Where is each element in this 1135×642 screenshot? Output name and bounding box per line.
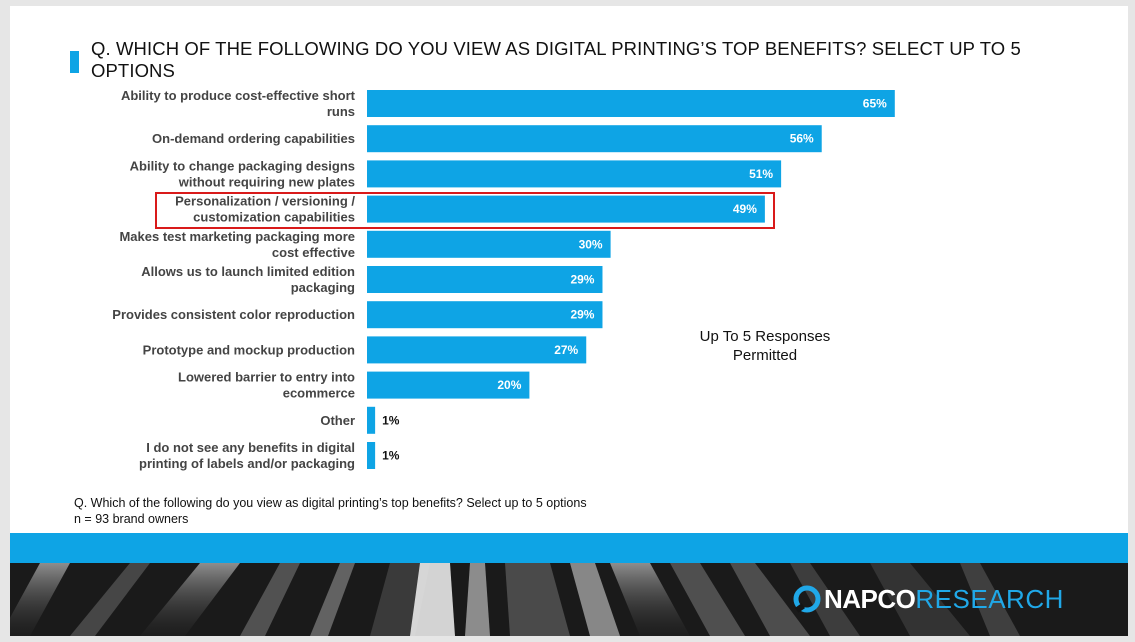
logo-text-research: RESEARCH <box>915 583 1064 614</box>
category-label-0: Ability to produce cost-effective short r… <box>121 88 356 119</box>
category-label-4: Makes test marketing packaging more cost … <box>119 229 355 260</box>
value-label-4: 30% <box>579 237 603 251</box>
value-label-6: 29% <box>570 308 594 322</box>
responses-note-line1: Up To 5 Responses <box>699 328 831 345</box>
bar-3 <box>367 195 765 223</box>
footer-photo <box>10 563 1128 636</box>
category-label-2: Ability to change packaging designs witho… <box>130 158 355 189</box>
title-text: Q. WHICH OF THE FOLLOWING DO YOU VIEW AS… <box>91 38 1021 81</box>
responses-note-line2: Permitted <box>732 347 798 364</box>
category-label-1: On-demand ordering capabilities <box>152 131 355 146</box>
value-label-2: 51% <box>749 167 773 181</box>
value-label-10: 1% <box>382 449 400 463</box>
category-label-5: Allows us to launch limited edition packa… <box>141 264 355 295</box>
bar-8 <box>367 371 530 399</box>
value-label-5: 29% <box>570 273 594 287</box>
category-label-3: Personalization / versioning / customizat… <box>175 194 355 225</box>
category-label-9: Other <box>320 413 355 428</box>
title-marker <box>70 51 79 73</box>
bar-0 <box>367 90 895 117</box>
bar-9 <box>367 406 376 434</box>
bar-10 <box>367 442 376 469</box>
value-label-8: 20% <box>497 378 521 392</box>
bar-5 <box>367 266 603 293</box>
value-label-7: 27% <box>554 343 578 357</box>
chart-title: Q. WHICH OF THE FOLLOWING DO YOU VIEW AS… <box>70 38 1070 82</box>
napco-research-logo: NAPCO RESEARCH <box>792 582 1064 616</box>
category-label-8: Lowered barrier to entry into ecommerce <box>178 370 355 401</box>
category-label-10: I do not see any benefits in digital prin… <box>139 440 355 471</box>
highlight-box <box>155 192 775 229</box>
value-label-1: 56% <box>790 132 814 146</box>
value-label-9: 1% <box>382 413 400 427</box>
value-label-3: 49% <box>733 202 757 216</box>
category-label-7: Prototype and mockup production <box>143 342 355 357</box>
blue-band <box>10 533 1128 563</box>
footnote: Q. Which of the following do you view as… <box>74 495 587 527</box>
value-label-0: 65% <box>863 97 887 111</box>
responses-note: Up To 5 Responses Permitted <box>675 327 855 365</box>
bar-6 <box>367 301 603 329</box>
footer-texture <box>10 563 1128 636</box>
bar-2 <box>367 160 782 188</box>
bar-7 <box>367 336 587 364</box>
bar-4 <box>367 230 611 258</box>
logo-text-napco: NAPCO <box>824 583 916 614</box>
footnote-question: Q. Which of the following do you view as… <box>74 496 587 510</box>
footnote-sample: n = 93 brand owners <box>74 512 189 526</box>
bar-1 <box>367 125 822 153</box>
category-label-6: Provides consistent color reproduction <box>112 307 355 322</box>
napco-ring-icon <box>793 585 821 613</box>
